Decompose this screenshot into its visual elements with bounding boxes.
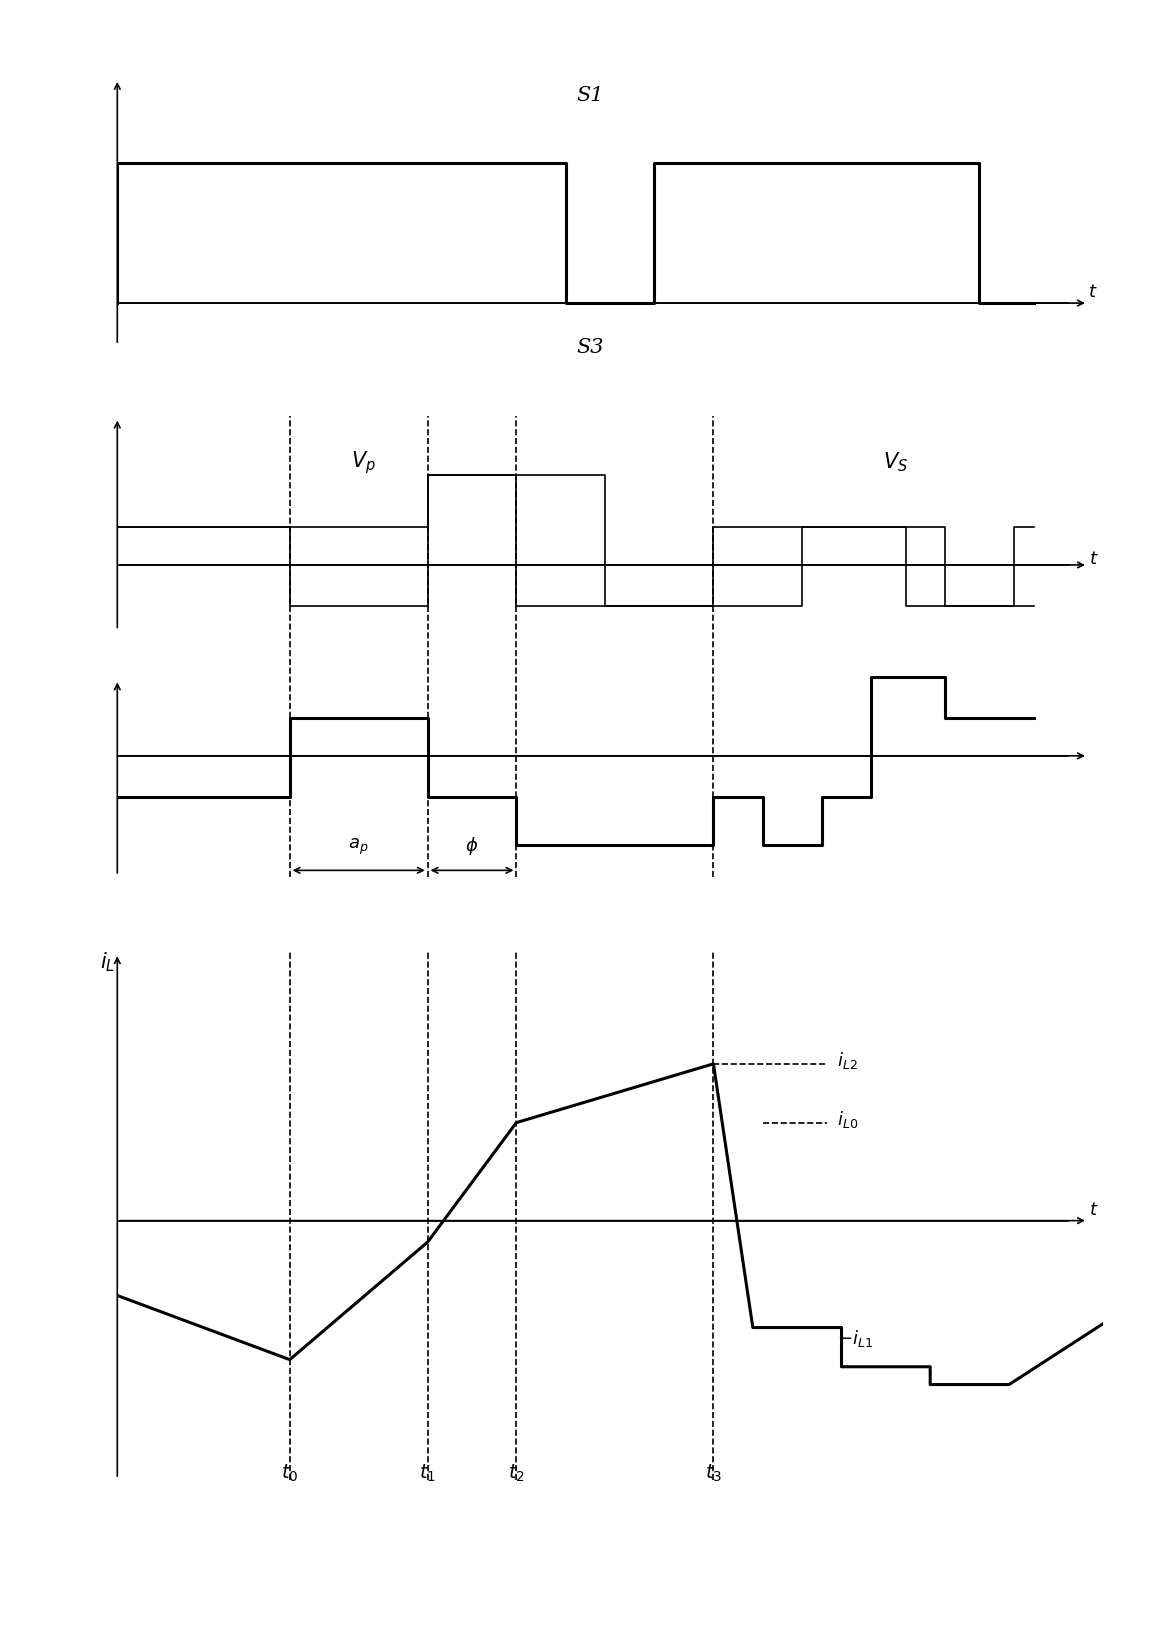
Text: $i_L$: $i_L$	[100, 950, 115, 975]
Text: $a_p$: $a_p$	[348, 836, 369, 857]
Text: $t_1$: $t_1$	[419, 1463, 436, 1484]
Text: $t$: $t$	[1089, 550, 1098, 568]
Text: $t_3$: $t_3$	[705, 1463, 723, 1484]
Text: $V_p$: $V_p$	[351, 449, 377, 475]
Text: S3: S3	[576, 338, 604, 358]
Text: $t_0$: $t_0$	[282, 1463, 298, 1484]
Text: S1: S1	[576, 86, 604, 106]
Text: $i_{L0}$: $i_{L0}$	[836, 1108, 857, 1129]
Text: $t$: $t$	[1089, 1201, 1098, 1219]
Text: $V_S$: $V_S$	[883, 451, 908, 473]
Text: $-i_{L1}$: $-i_{L1}$	[836, 1328, 873, 1349]
Text: $i_{L2}$: $i_{L2}$	[836, 1049, 857, 1071]
Text: $\phi$: $\phi$	[466, 835, 479, 857]
Text: $t_2$: $t_2$	[508, 1463, 524, 1484]
Text: $t$: $t$	[1087, 283, 1098, 301]
